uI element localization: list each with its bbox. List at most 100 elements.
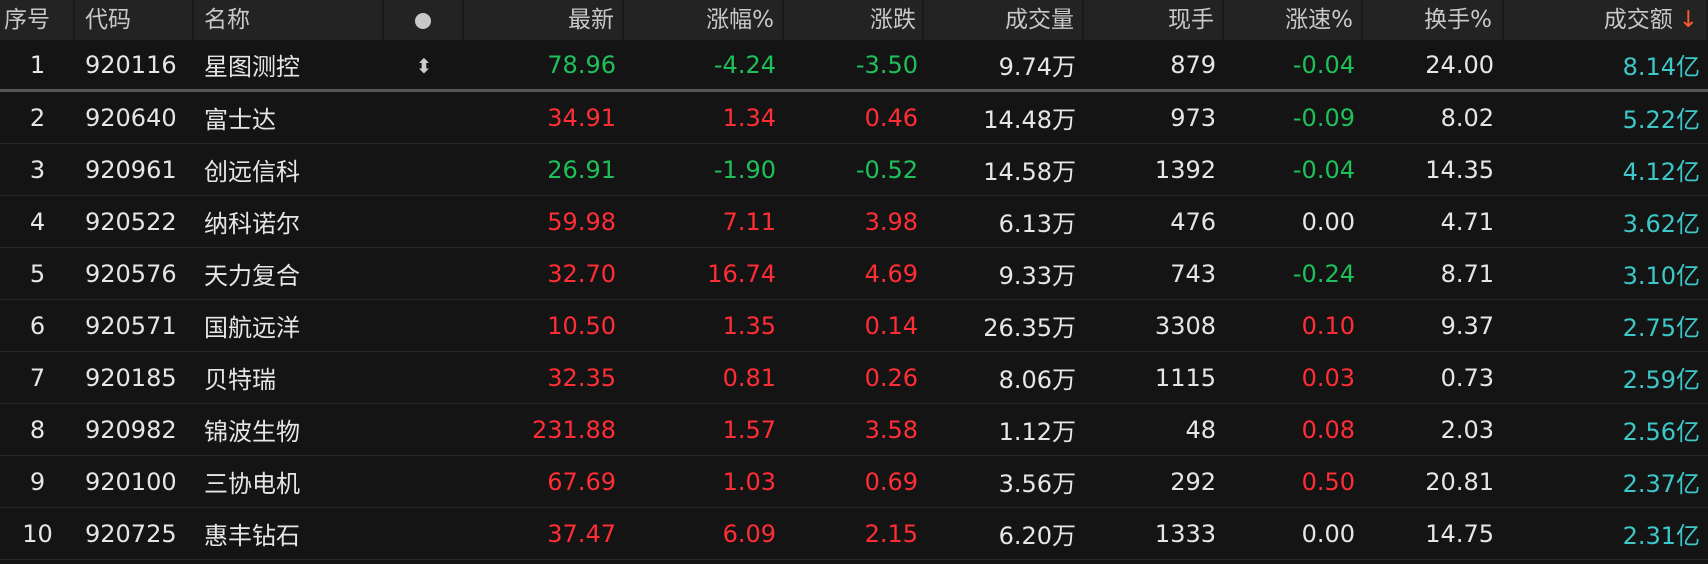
change-pct: 1.34 [722, 103, 776, 132]
stock-name: 天力复合 [204, 262, 300, 290]
change-pct: 16.74 [707, 259, 776, 288]
col-amount-label: 成交额 [1603, 7, 1673, 33]
turnover-pct: 4.71 [1440, 207, 1494, 236]
volume: 8.06万 [998, 366, 1076, 394]
speed-pct: 0.08 [1301, 415, 1355, 444]
current-hand: 1333 [1154, 519, 1216, 548]
table-body: 1 920116 星图测控 ⬍ 78.96 -4.24 -3.50 9.74万 879 -0.04… [0, 40, 1708, 560]
turnover-pct: 0.73 [1440, 363, 1494, 392]
col-volume[interactable]: 成交量 [924, 0, 1084, 40]
amount: 3.62亿 [1622, 210, 1700, 238]
turnover-pct: 8.71 [1440, 259, 1494, 288]
current-hand: 3308 [1154, 311, 1216, 340]
stock-code: 920961 [85, 155, 177, 184]
amount: 8.14亿 [1622, 53, 1700, 81]
stock-name: 纳科诺尔 [204, 210, 300, 238]
table-row[interactable]: 2 920640 富士达 34.91 1.34 0.46 14.48万 973 -0.09 8.0… [0, 92, 1708, 144]
table-row[interactable]: 9 920100 三协电机 67.69 1.03 0.69 3.56万 292 0.50 20.8… [0, 456, 1708, 508]
col-change[interactable]: 涨跌 [784, 0, 924, 40]
change-pct: -4.24 [713, 50, 776, 79]
stock-code: 920116 [85, 50, 177, 79]
change: 3.98 [864, 207, 918, 236]
col-marker[interactable] [384, 0, 464, 40]
amount: 2.37亿 [1622, 470, 1700, 498]
turnover-pct: 24.00 [1425, 50, 1494, 79]
speed-pct: -0.24 [1292, 259, 1355, 288]
change-pct: 1.57 [722, 415, 776, 444]
row-index: 2 [29, 103, 46, 132]
current-hand: 1115 [1154, 363, 1216, 392]
table-row[interactable]: 10 920725 惠丰钻石 37.47 6.09 2.15 6.20万 1333 0.00 14… [0, 508, 1708, 560]
change-pct: -1.90 [713, 155, 776, 184]
turnover-pct: 14.75 [1425, 519, 1494, 548]
col-speed[interactable]: 涨速% [1224, 0, 1363, 40]
change: 0.14 [864, 311, 918, 340]
latest-price: 59.98 [547, 207, 616, 236]
volume: 14.58万 [983, 158, 1076, 186]
change: 0.69 [864, 467, 918, 496]
volume: 6.13万 [998, 210, 1076, 238]
latest-price: 231.88 [532, 415, 616, 444]
speed-pct: 0.10 [1301, 311, 1355, 340]
change-pct: 1.03 [722, 467, 776, 496]
amount: 5.22亿 [1622, 106, 1700, 134]
row-index: 8 [29, 415, 46, 444]
speed-pct: 0.03 [1301, 363, 1355, 392]
table-row[interactable]: 8 920982 锦波生物 231.88 1.57 3.58 1.12万 48 0.08 2.03… [0, 404, 1708, 456]
latest-price: 34.91 [547, 103, 616, 132]
stock-name: 国航远洋 [204, 314, 300, 342]
stock-code: 920576 [85, 259, 177, 288]
stock-code: 920185 [85, 363, 177, 392]
current-hand: 743 [1170, 259, 1216, 288]
change-pct: 7.11 [722, 207, 776, 236]
dot-icon [415, 12, 431, 29]
col-pct[interactable]: 涨幅% [624, 0, 784, 40]
table-row[interactable]: 6 920571 国航远洋 10.50 1.35 0.14 26.35万 3308 0.10 9.… [0, 300, 1708, 352]
table-row[interactable]: 7 920185 贝特瑞 32.35 0.81 0.26 8.06万 1115 0.03 0.73… [0, 352, 1708, 404]
current-hand: 879 [1170, 50, 1216, 79]
col-name[interactable]: 名称 [194, 0, 384, 40]
volume: 6.20万 [998, 522, 1076, 550]
speed-pct: 0.00 [1301, 519, 1355, 548]
volume: 26.35万 [983, 314, 1076, 342]
table-row[interactable]: 3 920961 创远信科 26.91 -1.90 -0.52 14.58万 1392 -0.0… [0, 144, 1708, 196]
current-hand: 48 [1185, 415, 1216, 444]
marker: ⬍ [384, 51, 464, 79]
row-index: 5 [29, 259, 46, 288]
col-current[interactable]: 现手 [1084, 0, 1224, 40]
speed-pct: -0.04 [1292, 155, 1355, 184]
row-index: 7 [29, 363, 46, 392]
table-row[interactable]: 4 920522 纳科诺尔 59.98 7.11 3.98 6.13万 476 0.00 4.71… [0, 196, 1708, 248]
row-index: 9 [29, 467, 46, 496]
table-row[interactable]: 1 920116 星图测控 ⬍ 78.96 -4.24 -3.50 9.74万 879 -0.04… [0, 40, 1708, 92]
col-latest[interactable]: 最新 [464, 0, 624, 40]
stock-code: 920100 [85, 467, 177, 496]
latest-price: 37.47 [547, 519, 616, 548]
row-index: 3 [29, 155, 46, 184]
col-code[interactable]: 代码 [75, 0, 194, 40]
latest-price: 78.96 [547, 50, 616, 79]
amount: 2.59亿 [1622, 366, 1700, 394]
sort-desc-icon: ↓ [1678, 7, 1698, 33]
table-row[interactable]: 5 920576 天力复合 32.70 16.74 4.69 9.33万 743 -0.24 8.… [0, 248, 1708, 300]
col-turnover[interactable]: 换手% [1363, 0, 1504, 40]
change: 0.26 [864, 363, 918, 392]
turnover-pct: 2.03 [1440, 415, 1494, 444]
latest-price: 26.91 [547, 155, 616, 184]
stock-name: 贝特瑞 [204, 366, 276, 394]
current-hand: 292 [1170, 467, 1216, 496]
speed-pct: -0.04 [1292, 50, 1355, 79]
change: 2.15 [864, 519, 918, 548]
change: -3.50 [855, 50, 918, 79]
turnover-pct: 14.35 [1425, 155, 1494, 184]
drag-sort-icon[interactable]: ⬍ [415, 53, 433, 78]
latest-price: 32.35 [547, 363, 616, 392]
col-index[interactable]: 序号 [0, 0, 75, 40]
stock-name: 锦波生物 [204, 418, 300, 446]
stock-code: 920522 [85, 207, 177, 236]
change: -0.52 [855, 155, 918, 184]
amount: 3.10亿 [1622, 262, 1700, 290]
col-amount[interactable]: 成交额 ↓ [1504, 0, 1708, 40]
change-pct: 0.81 [722, 363, 776, 392]
amount: 4.12亿 [1622, 158, 1700, 186]
